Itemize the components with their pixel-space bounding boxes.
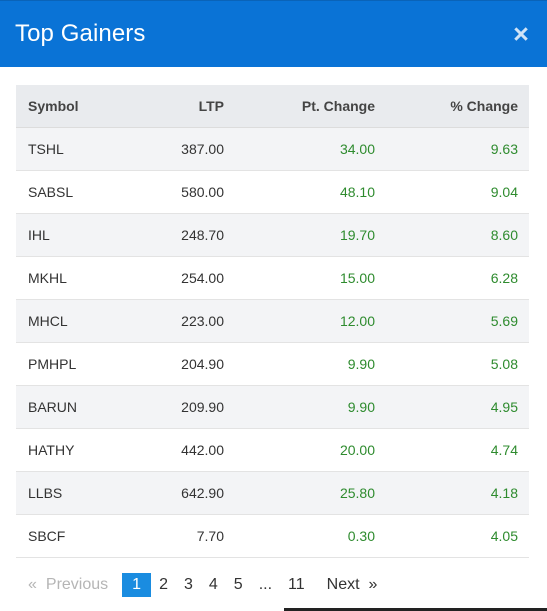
pt-change-cell: 19.70 [339, 226, 375, 243]
table-row[interactable]: PMHPL 204.90 9.90 5.08 [16, 342, 529, 385]
pct-change-cell: 4.74 [490, 441, 518, 458]
ltp-cell: 442.00 [181, 441, 224, 458]
column-header-pt-change[interactable]: Pt. Change [224, 85, 375, 128]
pct-change-cell: 4.18 [490, 484, 518, 501]
symbol-cell: SABSL [28, 183, 74, 200]
ltp-cell: 7.70 [196, 527, 224, 544]
table-row[interactable]: MHCL 223.00 12.00 5.69 [16, 299, 529, 342]
table-row[interactable]: HATHY 442.00 20.00 4.74 [16, 428, 529, 471]
symbol-cell: SBCF [28, 527, 66, 544]
page-4-button[interactable]: 4 [208, 576, 218, 593]
symbol-cell: IHL [28, 226, 50, 243]
modal-title: Top Gainers [15, 20, 146, 47]
pt-change-cell: 12.00 [339, 312, 375, 329]
pct-change-cell: 9.04 [490, 183, 518, 200]
page-2-button[interactable]: 2 [159, 576, 168, 593]
pt-change-cell: 20.00 [339, 441, 375, 458]
ltp-cell: 254.00 [181, 269, 224, 286]
next-label: Next [326, 576, 360, 593]
ltp-cell: 209.90 [181, 398, 224, 415]
column-header-symbol[interactable]: Symbol [16, 85, 136, 128]
gainers-table: Symbol LTP Pt. Change % Change TSHL 387.0… [16, 85, 529, 558]
column-header-ltp[interactable]: LTP [136, 85, 224, 128]
ltp-cell: 204.90 [181, 355, 224, 372]
table-row[interactable]: TSHL 387.00 34.00 9.63 [16, 127, 529, 170]
previous-page-button: « Previous [28, 576, 108, 594]
pt-change-cell: 15.00 [339, 269, 375, 286]
gainers-table-container: Symbol LTP Pt. Change % Change TSHL 387.0… [16, 85, 529, 558]
ltp-cell: 580.00 [181, 183, 224, 200]
pt-change-cell: 9.90 [347, 355, 375, 372]
pct-change-cell: 4.05 [490, 527, 518, 544]
bottom-divider [284, 608, 547, 611]
pt-change-cell: 34.00 [339, 140, 375, 157]
column-header-pct-change[interactable]: % Change [375, 85, 529, 128]
table-header-row: Symbol LTP Pt. Change % Change [16, 85, 529, 128]
ltp-cell: 223.00 [181, 312, 224, 329]
close-icon[interactable]: × [513, 19, 529, 49]
pct-change-cell: 4.95 [490, 398, 518, 415]
page-5-button[interactable]: 5 [233, 576, 243, 593]
pt-change-cell: 9.90 [347, 398, 375, 415]
page-3-button[interactable]: 3 [183, 576, 193, 593]
symbol-cell: PMHPL [28, 355, 77, 372]
table-row[interactable]: SBCF 7.70 0.30 4.05 [16, 514, 529, 557]
page-11-button[interactable]: 11 [288, 576, 305, 593]
pct-change-cell: 9.63 [490, 140, 518, 157]
symbol-cell: TSHL [28, 140, 64, 157]
pct-change-cell: 6.28 [490, 269, 518, 286]
pt-change-cell: 0.30 [347, 527, 375, 544]
next-page-button[interactable]: Next » [327, 576, 378, 594]
symbol-cell: BARUN [28, 398, 78, 415]
pagination: « Previous 1 2 3 4 5 ... 11 Next » [28, 573, 377, 597]
symbol-cell: LLBS [28, 484, 63, 501]
double-chevron-right-icon: » [368, 576, 378, 593]
symbol-cell: MKHL [28, 269, 67, 286]
pct-change-cell: 8.60 [490, 226, 518, 243]
pagination-ellipsis: ... [258, 576, 273, 593]
table-header: Symbol LTP Pt. Change % Change [16, 85, 529, 128]
page-1-button[interactable]: 1 [122, 573, 152, 597]
ltp-cell: 642.90 [181, 484, 224, 501]
pt-change-cell: 25.80 [339, 484, 375, 501]
ltp-cell: 387.00 [181, 140, 224, 157]
table-body: TSHL 387.00 34.00 9.63 SABSL 580.00 48.10 9.04 I… [16, 127, 529, 557]
previous-label: Previous [45, 576, 109, 593]
ltp-cell: 248.70 [181, 226, 224, 243]
double-chevron-left-icon: « [28, 576, 37, 593]
table-row[interactable]: SABSL 580.00 48.10 9.04 [16, 170, 529, 213]
pct-change-cell: 5.69 [490, 312, 518, 329]
table-row[interactable]: BARUN 209.90 9.90 4.95 [16, 385, 529, 428]
pct-change-cell: 5.08 [490, 355, 518, 372]
table-row[interactable]: LLBS 642.90 25.80 4.18 [16, 471, 529, 514]
symbol-cell: HATHY [28, 441, 75, 458]
symbol-cell: MHCL [28, 312, 68, 329]
modal-header: Top Gainers × [0, 0, 547, 67]
table-row[interactable]: IHL 248.70 19.70 8.60 [16, 213, 529, 256]
table-row[interactable]: MKHL 254.00 15.00 6.28 [16, 256, 529, 299]
pt-change-cell: 48.10 [339, 183, 375, 200]
